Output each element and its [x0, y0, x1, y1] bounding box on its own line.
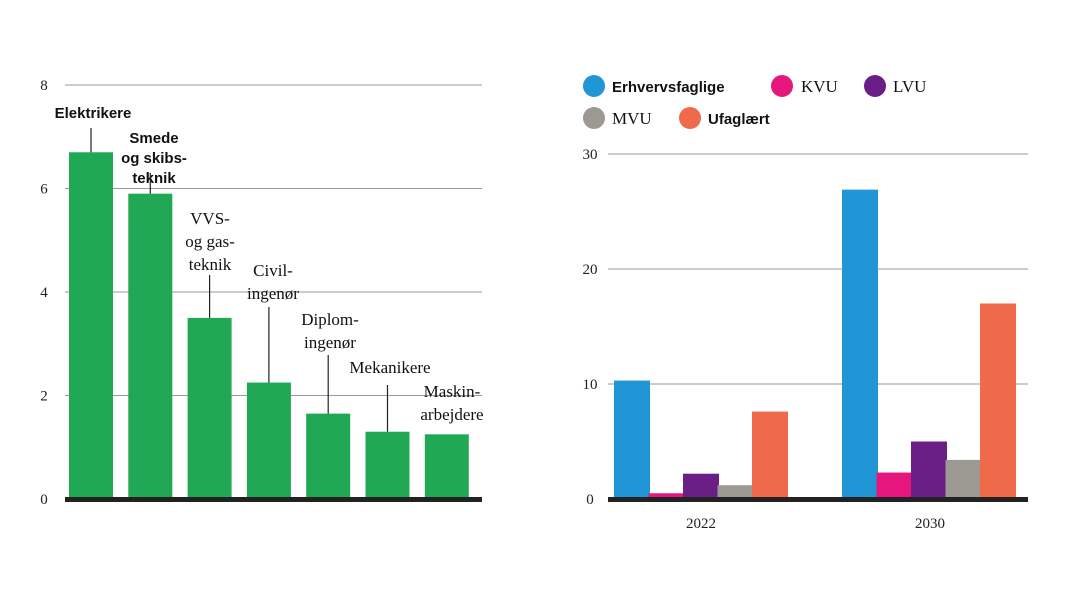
bar [424, 434, 469, 499]
bar-mvu [717, 485, 754, 499]
y-tick-label: 8 [40, 78, 48, 94]
bar [128, 193, 173, 500]
y-tick-label: 20 [583, 262, 598, 278]
left-bar-chart: 0 2 4 6 8 Elektrikere Smede og skibs-teknik VVS-… [40, 78, 483, 508]
y-tick-label: 30 [583, 147, 598, 163]
category-label: teknik [189, 255, 232, 274]
category-label: Maskin- [424, 382, 481, 401]
bar-kvu [648, 493, 685, 499]
category-label: arbejdere [420, 405, 483, 424]
y-tick-label: 6 [40, 182, 48, 198]
legend-swatch-ufaglært [679, 107, 701, 129]
y-tick-label: 0 [586, 492, 594, 508]
legend-label: MVU [612, 109, 652, 128]
y-tick-label: 4 [40, 285, 48, 301]
bar [69, 152, 113, 499]
bar-lvu [683, 473, 719, 499]
legend-label: LVU [893, 77, 926, 96]
legend-swatch-mvu [583, 107, 605, 129]
bar-erhvervsfaglige [842, 189, 878, 499]
category-label: VVS- [190, 209, 230, 228]
legend-label: KVU [801, 77, 838, 96]
y-tick-label: 10 [583, 377, 598, 393]
bar-lvu [911, 441, 947, 499]
x-axis-baseline [608, 497, 1028, 502]
bar-kvu [876, 472, 913, 499]
category-label: 2030 [915, 516, 945, 532]
bar-ufaglært [752, 411, 788, 499]
category-label: Civil- [253, 261, 293, 280]
legend-swatch-erhvervsfaglige [583, 75, 605, 97]
x-axis-baseline [65, 497, 482, 502]
category-label: ingenør [304, 333, 356, 352]
bar-mvu [945, 459, 982, 499]
bar [187, 317, 232, 499]
bar-erhvervsfaglige [614, 380, 650, 499]
category-label: Diplom- [301, 310, 359, 329]
y-tick-label: 0 [40, 492, 48, 508]
category-label: 2022 [686, 516, 716, 532]
category-label: Elektrikere [55, 105, 132, 122]
legend-label: Erhvervsfaglige [612, 79, 725, 96]
legend-swatch-lvu [864, 75, 886, 97]
bar [306, 413, 351, 499]
bar [246, 382, 291, 499]
legend-swatch-kvu [771, 75, 793, 97]
category-label: og gas- [185, 232, 235, 251]
category-label: Mekanikere [349, 358, 430, 377]
category-label: ingenør [247, 284, 299, 303]
category-label: Smede [129, 130, 178, 147]
legend-label: Ufaglært [708, 111, 770, 128]
y-tick-label: 2 [40, 389, 48, 405]
category-label: og skibs- [121, 150, 187, 167]
bar-ufaglært [980, 303, 1016, 499]
bar [365, 431, 410, 499]
category-label: teknik [132, 170, 176, 187]
